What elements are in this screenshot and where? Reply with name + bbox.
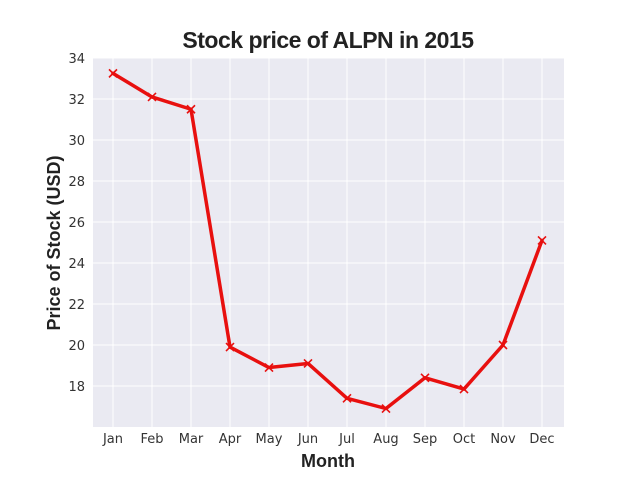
y-tick-label: 24 — [68, 257, 85, 272]
data-point-marker — [108, 68, 118, 78]
data-point-marker — [381, 403, 391, 414]
x-axis-ticks: Jan Feb Mar Apr May Jun Jul Aug Sep Oct Nov Dec — [102, 432, 555, 447]
x-tick-label: Jan — [102, 432, 123, 447]
data-point-marker — [225, 342, 235, 352]
y-tick-label: 28 — [68, 175, 85, 190]
data-point-marker — [420, 373, 430, 383]
x-tick-label: Sep — [413, 432, 438, 447]
x-tick-label: Oct — [453, 432, 475, 447]
x-axis-label: Month — [301, 451, 355, 471]
data-point-marker — [186, 104, 196, 114]
y-tick-label: 30 — [68, 134, 85, 149]
plot-area — [93, 58, 564, 427]
x-tick-label: Nov — [490, 432, 516, 447]
y-axis-ticks: 18 20 22 24 26 28 30 32 34 — [68, 52, 85, 395]
data-point-marker — [303, 358, 313, 369]
data-point-marker — [147, 92, 157, 102]
x-tick-label: May — [256, 432, 283, 447]
data-point-marker — [264, 362, 274, 373]
x-tick-label: Apr — [219, 432, 242, 447]
y-tick-label: 20 — [68, 339, 85, 354]
y-tick-label: 32 — [68, 93, 85, 108]
y-tick-label: 22 — [68, 298, 85, 313]
x-tick-label: Aug — [373, 432, 398, 447]
series-line — [111, 71, 544, 411]
price-series — [108, 68, 547, 414]
data-point-marker — [537, 235, 547, 246]
data-point-marker — [459, 384, 469, 394]
chart-title: Stock price of ALPN in 2015 — [182, 27, 474, 53]
x-tick-label: Jun — [297, 432, 318, 447]
x-tick-label: Jul — [338, 432, 355, 447]
y-tick-label: 26 — [68, 216, 85, 231]
data-point-marker — [498, 340, 508, 350]
data-point-marker — [342, 393, 352, 403]
x-tick-label: Feb — [140, 432, 163, 447]
y-axis-label: Price of Stock (USD) — [44, 155, 64, 330]
y-tick-label: 34 — [68, 52, 85, 67]
x-tick-label: Dec — [529, 432, 554, 447]
x-tick-label: Mar — [179, 432, 204, 447]
y-tick-label: 18 — [68, 380, 85, 395]
